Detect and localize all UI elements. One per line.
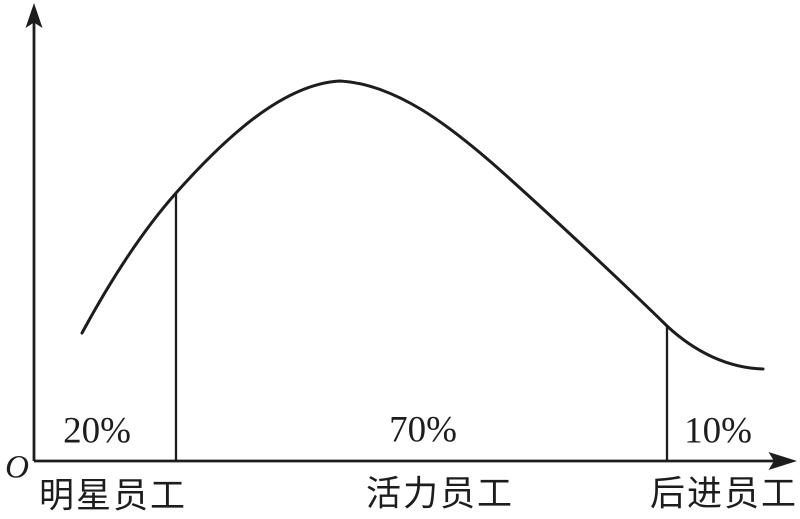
category-label-star-employees: 明星员工 bbox=[38, 476, 188, 516]
bell-curve bbox=[80, 79, 765, 371]
category-label-active-employees: 活力员工 bbox=[365, 474, 515, 514]
x-axis-arrowhead-icon bbox=[768, 452, 797, 470]
percent-label-star: 20% bbox=[63, 410, 131, 452]
origin-label: O bbox=[5, 449, 29, 486]
percent-label-active: 70% bbox=[389, 409, 457, 451]
percent-label-lagging: 10% bbox=[684, 410, 752, 452]
category-label-lagging-employees: 后进员工 bbox=[649, 474, 799, 514]
y-axis-arrowhead-icon bbox=[25, 3, 43, 28]
